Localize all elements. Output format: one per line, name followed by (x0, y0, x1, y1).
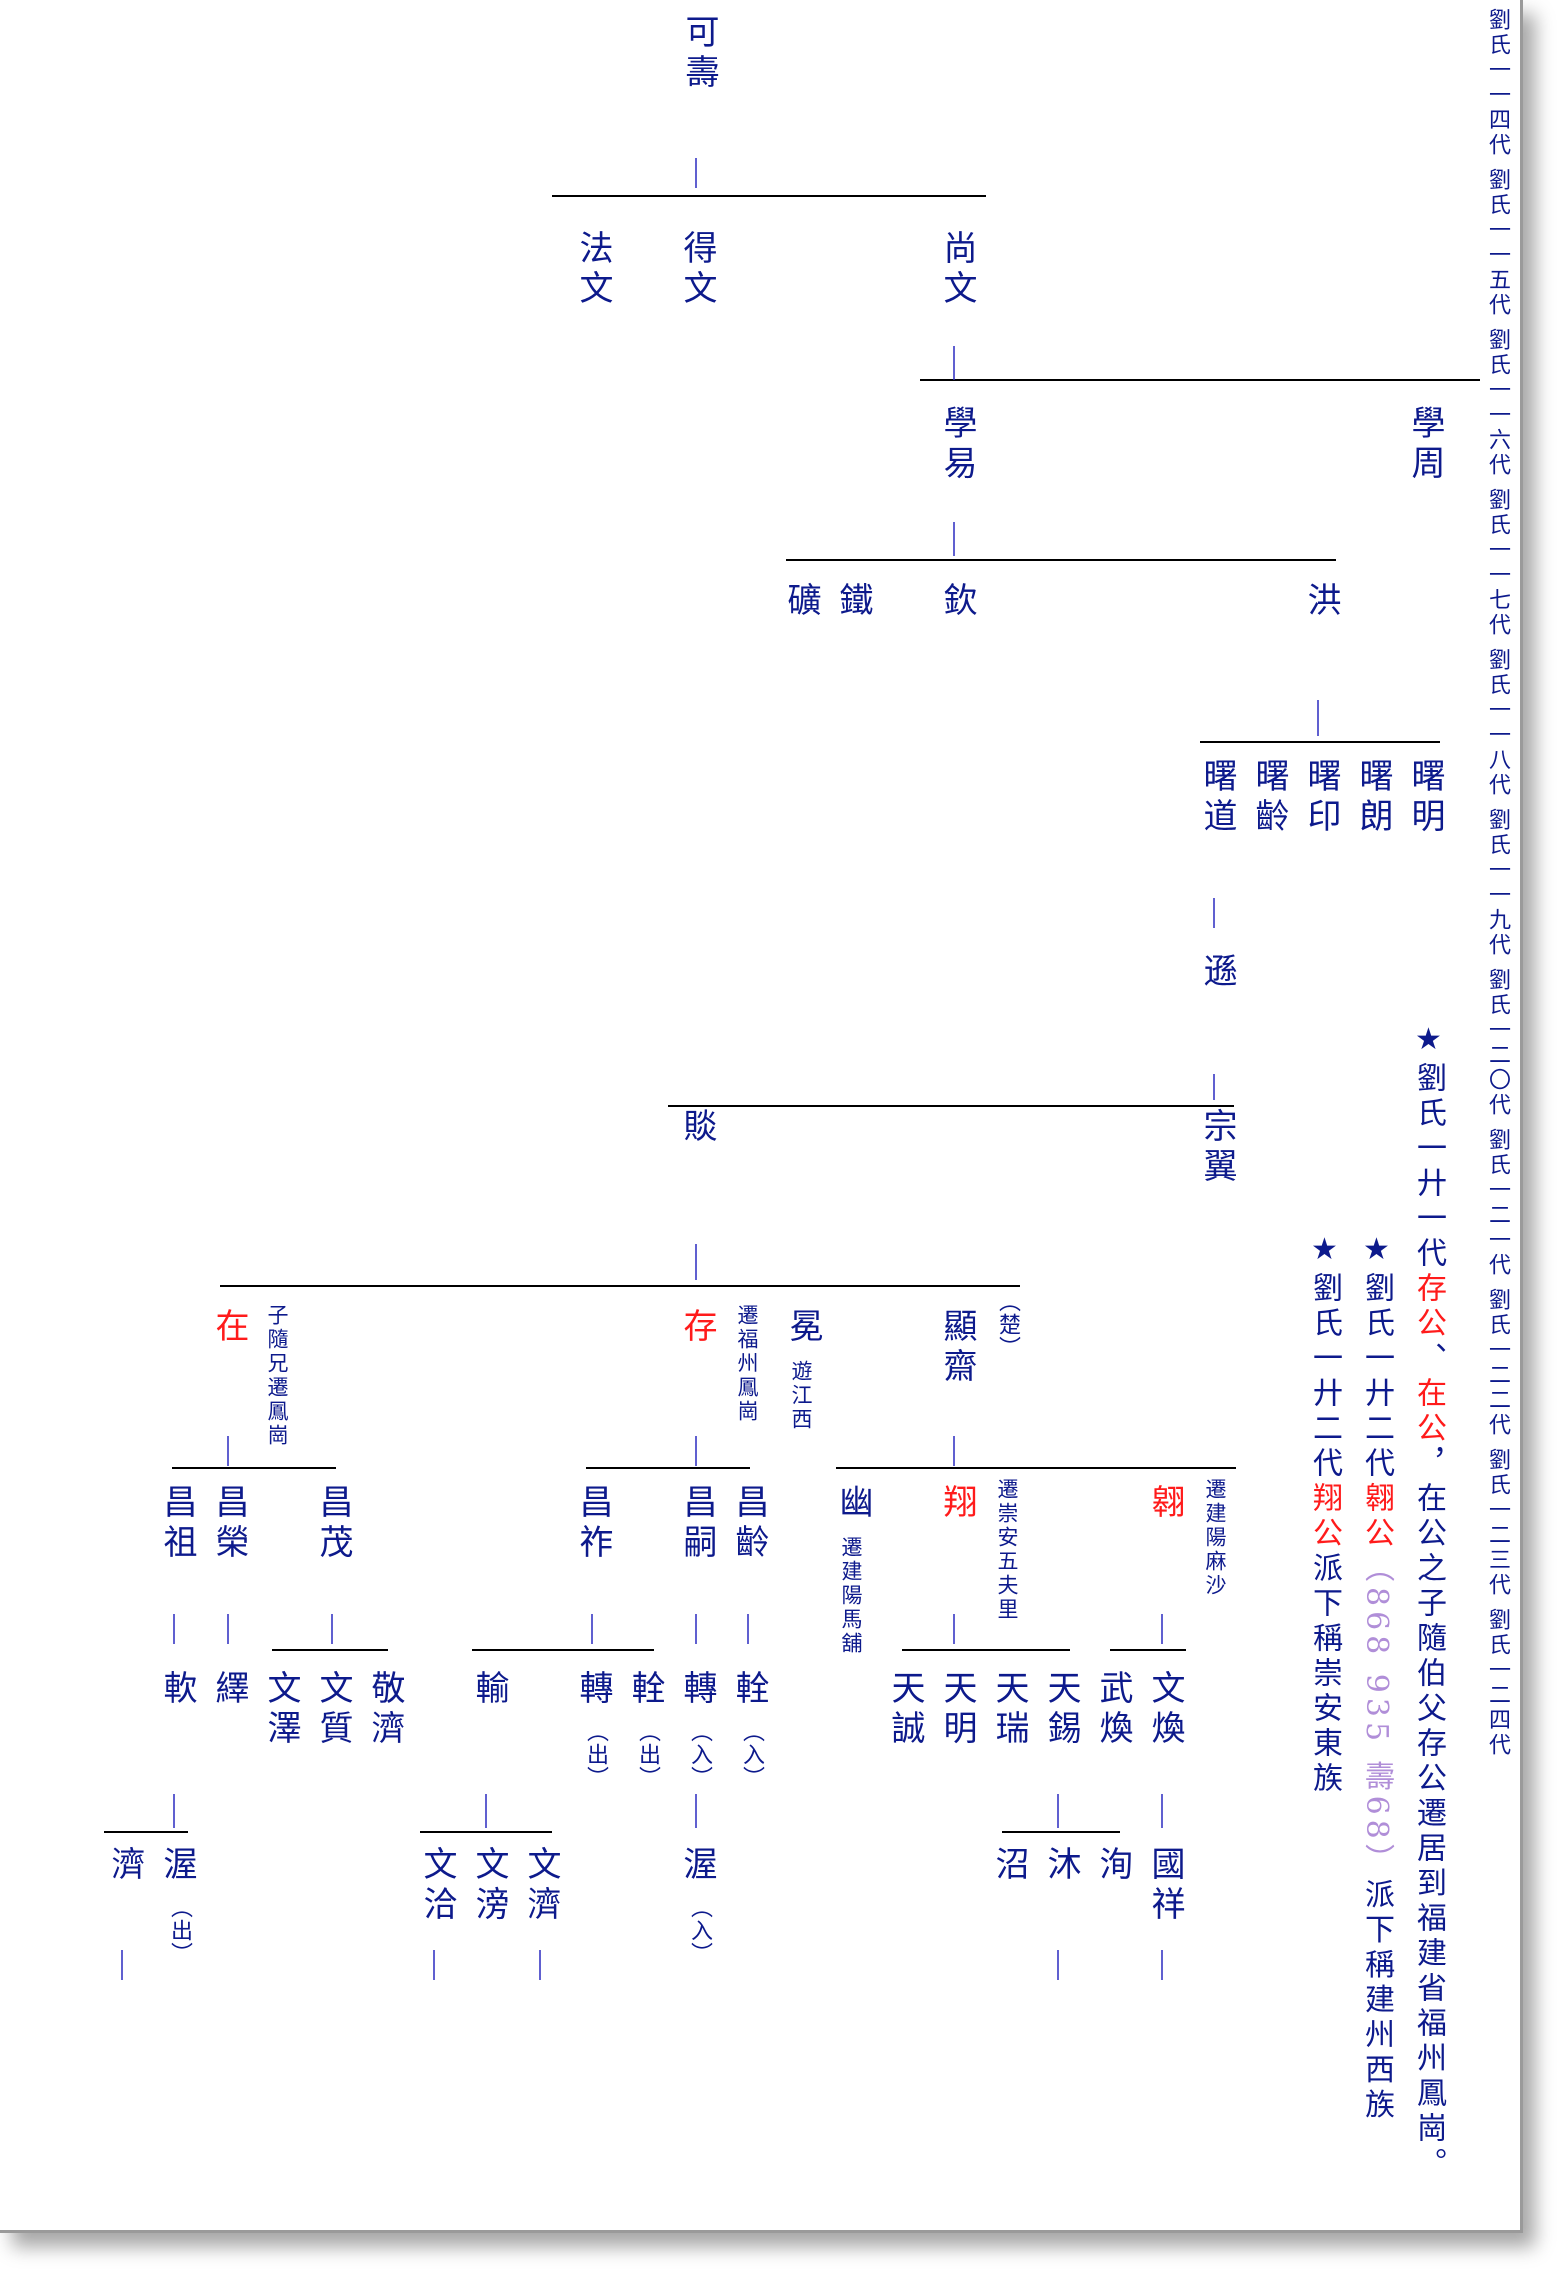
zhuan2-in: （入） (687, 1720, 712, 1789)
ao-note: 遷建陽麻沙 (1203, 1478, 1227, 1598)
generation-strip: 劉氏一一四代 劉氏一一五代 劉氏一一六代 劉氏一一七代 劉氏一一八代 劉氏一一九… (1485, 8, 1510, 1758)
person-changmao: 昌茂 (313, 1484, 353, 1564)
person-you: 幽 (833, 1484, 873, 1524)
person-cun: 存 (677, 1308, 717, 1348)
tree-connectors (104, 158, 1480, 1980)
person-yi: 繹 (209, 1670, 249, 1710)
person-zhuan2: 轉 (677, 1670, 717, 1710)
xiang-note: 遷崇安五夫里 (995, 1478, 1019, 1622)
person-quan1: 輇 (625, 1670, 665, 1710)
wo2-in: （入） (687, 1896, 712, 1965)
person-zongyi: 宗翼 (1197, 1108, 1237, 1188)
genealogy-page: 劉氏一一四代 劉氏一一五代 劉氏一一六代 劉氏一一七代 劉氏一一八代 劉氏一一九… (0, 0, 1523, 2233)
person-changrong: 昌榮 (209, 1484, 249, 1564)
person-tianming: 天明 (937, 1670, 977, 1750)
chu-paren: （楚） (995, 1290, 1020, 1359)
person-jingji: 敬濟 (365, 1670, 405, 1750)
star-icon: ★ (1307, 1232, 1342, 1272)
person-shangwen: 尚文 (937, 230, 977, 310)
person-shudao: 曙道 (1197, 758, 1237, 838)
person-changling: 昌齡 (729, 1484, 769, 1564)
person-zhao: 沼 (989, 1846, 1029, 1886)
person-shuling: 曙齡 (1249, 758, 1289, 838)
person-shuyin: 曙印 (1301, 758, 1341, 838)
person-shu: 輸 (469, 1670, 509, 1710)
person-tiancheng: 天誠 (885, 1670, 925, 1750)
person-mian: 冕 (783, 1308, 823, 1348)
person-ruan: 軟 (157, 1670, 197, 1710)
zhuan1-out: （出） (583, 1720, 608, 1789)
person-shulang: 曙朗 (1353, 758, 1393, 838)
person-changzuo: 昌祚 (573, 1484, 613, 1564)
person-mu: 沐 (1041, 1846, 1081, 1886)
person-qin: 欽 (937, 582, 977, 622)
person-wenzhi: 文質 (313, 1670, 353, 1750)
person-wuhuan: 武煥 (1093, 1670, 1133, 1750)
person-wenhuan: 文煥 (1145, 1670, 1185, 1750)
star-icon: ★ (1411, 1022, 1446, 1062)
annotation-cun-zai: ★劉氏一廾一代存公、在公，在公之子隨伯父存公遷居到福建省福州鳳崗。 (1411, 1022, 1446, 2182)
person-wenqia: 文洽 (417, 1846, 457, 1926)
person-ji: 濟 (105, 1846, 145, 1886)
person-hong: 洪 (1301, 582, 1341, 622)
person-wenze: 文澤 (261, 1670, 301, 1750)
person-ao: 翱 (1145, 1484, 1185, 1524)
person-dewen: 得文 (677, 230, 717, 310)
you-note: 遷建陽馬舖 (839, 1536, 863, 1656)
person-wenji: 文濟 (521, 1846, 561, 1926)
annotation-xiang: ★劉氏一廾二代翔公派下稱崇安東族 (1307, 1232, 1342, 1797)
person-changsi: 昌嗣 (677, 1484, 717, 1564)
person-kuang: 礦 (781, 582, 821, 622)
quan2-in: （入） (739, 1720, 764, 1789)
person-quan2: 輇 (729, 1670, 769, 1710)
person-wenpang: 文滂 (469, 1846, 509, 1926)
person-dan: 賧 (677, 1108, 717, 1148)
star-icon: ★ (1359, 1232, 1394, 1272)
quan1-out: （出） (635, 1720, 660, 1789)
person-xun: 遜 (1197, 953, 1237, 993)
person-xuezhou: 學周 (1405, 405, 1445, 485)
person-shuming: 曙明 (1405, 758, 1445, 838)
zai-note: 子隨兄遷鳳崗 (265, 1304, 289, 1448)
mian-note: 遊江西 (789, 1360, 813, 1432)
person-xiang: 翔 (937, 1484, 977, 1524)
wo1-out: （出） (167, 1896, 192, 1965)
person-keshou: 可壽 (679, 14, 719, 94)
person-xun2: 洵 (1093, 1846, 1133, 1886)
person-xianzhai: 顯齋 (937, 1308, 977, 1388)
annotation-ao: ★劉氏一廾二代翱公（868 935 壽68）派下稱建州西族 (1359, 1232, 1394, 2124)
person-xueyi: 學易 (937, 405, 977, 485)
cun-note: 遷福州鳳崗 (735, 1304, 759, 1424)
person-guoxiang: 國祥 (1145, 1846, 1185, 1926)
person-wo2: 渥 (677, 1846, 717, 1886)
person-changzu: 昌祖 (157, 1484, 197, 1564)
person-tianrui: 天瑞 (989, 1670, 1029, 1750)
person-zai: 在 (209, 1308, 249, 1348)
person-fawen: 法文 (573, 230, 613, 310)
person-tianxi: 天錫 (1041, 1670, 1081, 1750)
person-zhuan1: 轉 (573, 1670, 613, 1710)
person-tie: 鐵 (833, 582, 873, 622)
person-wo1: 渥 (157, 1846, 197, 1886)
